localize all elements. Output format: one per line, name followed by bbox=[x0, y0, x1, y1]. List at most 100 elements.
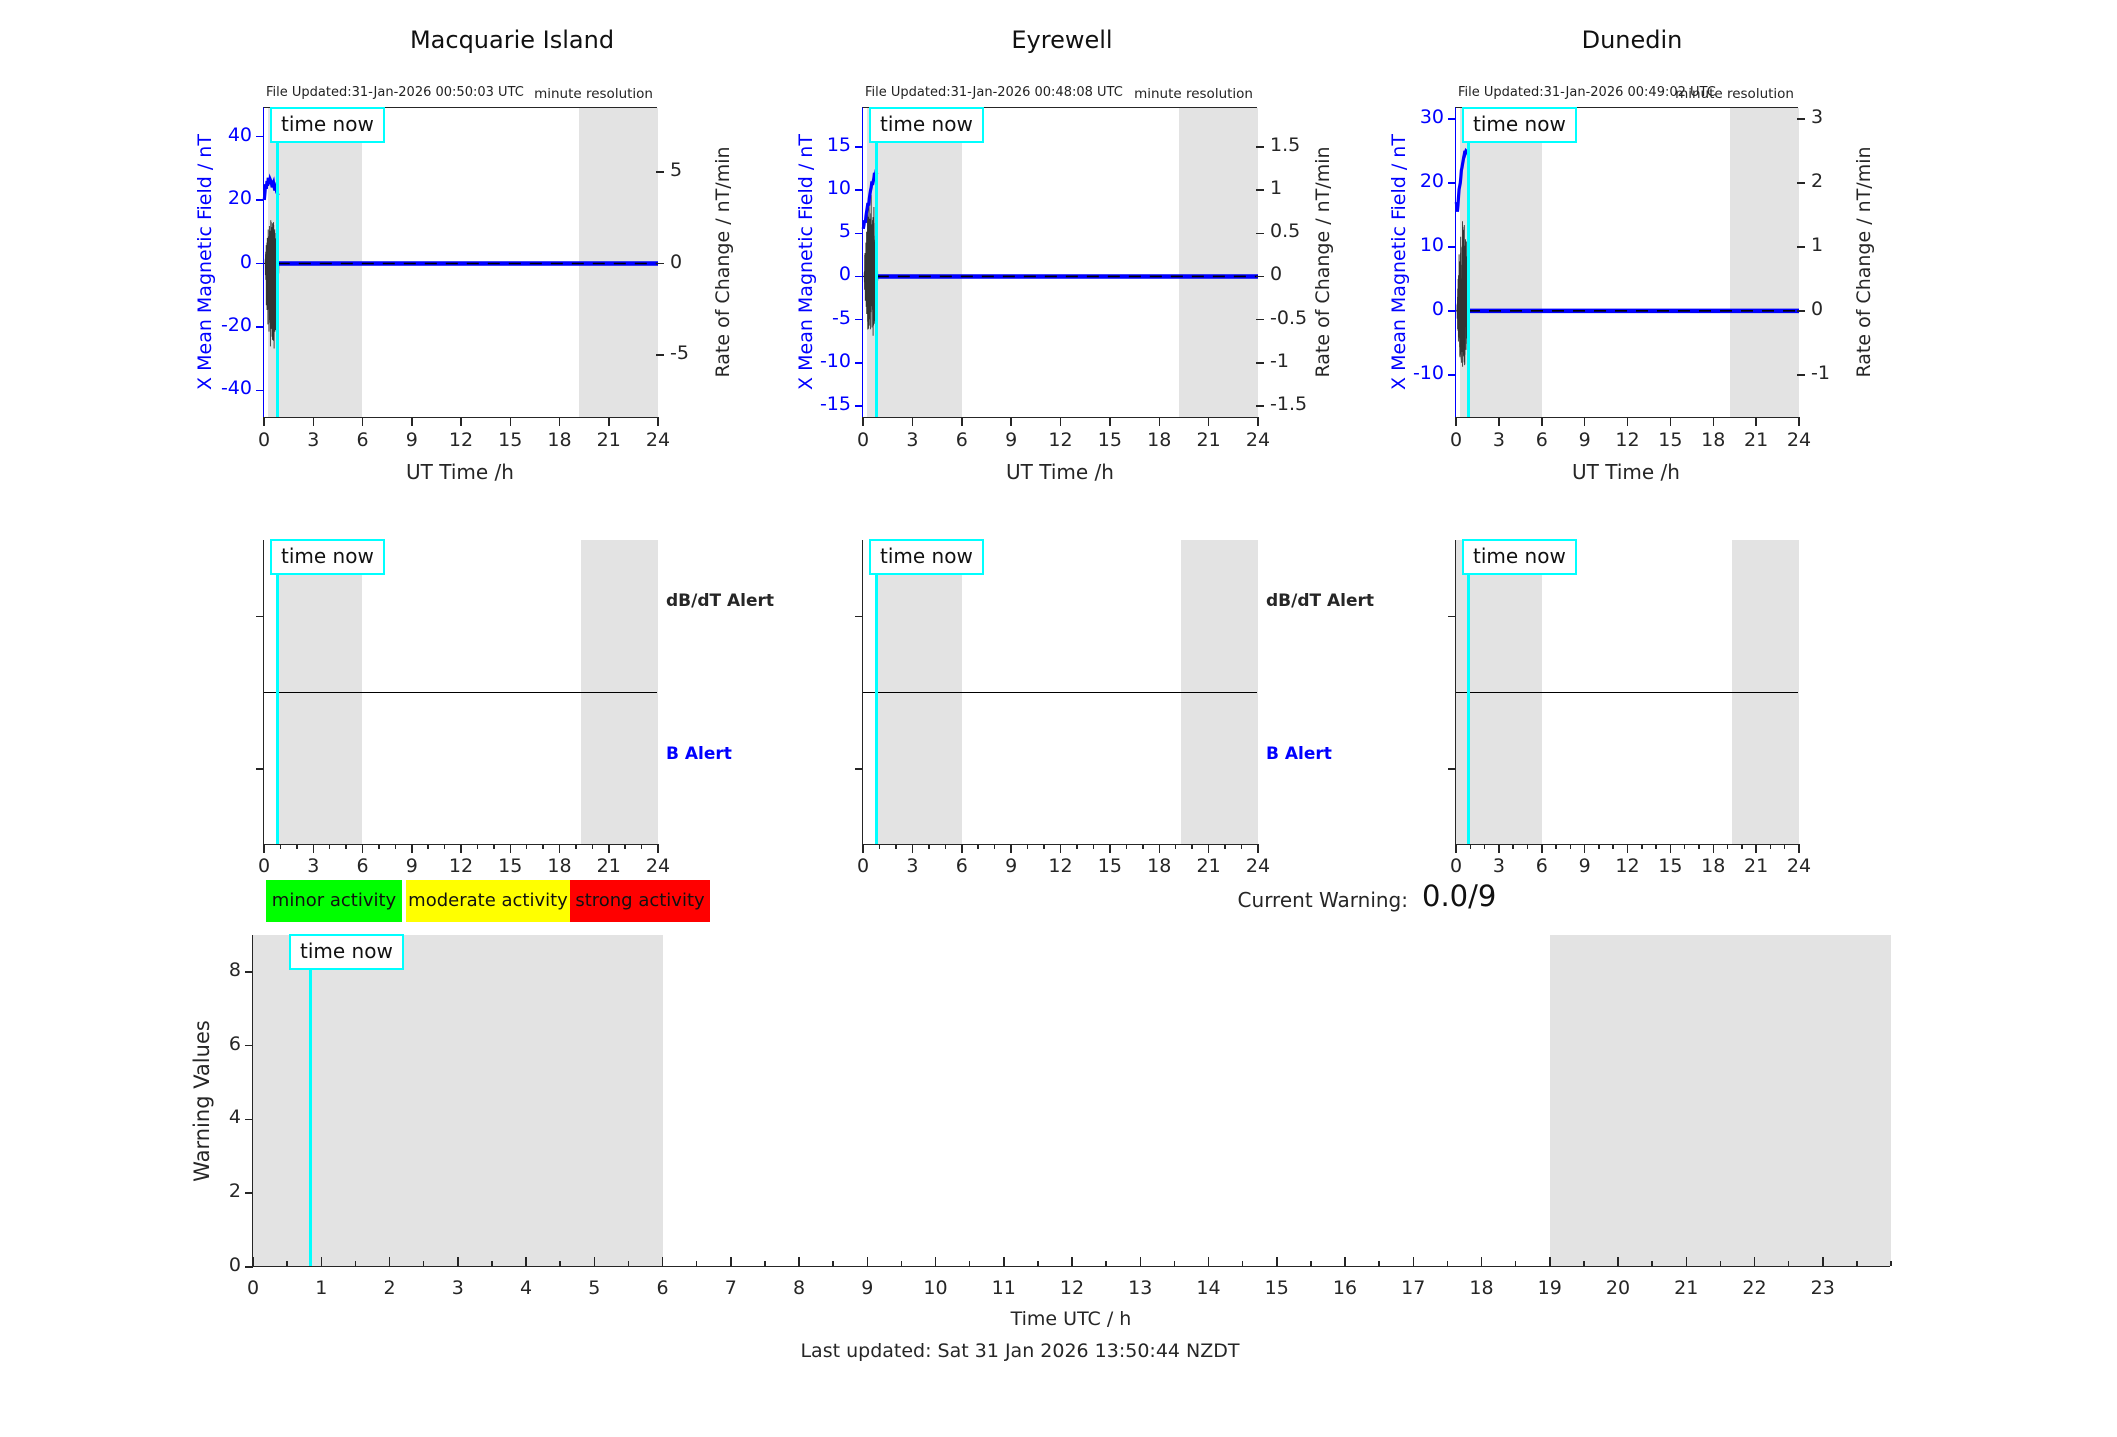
x-tick bbox=[558, 844, 561, 853]
tick-label: 21 bbox=[596, 429, 621, 451]
y-tick bbox=[855, 615, 863, 617]
x-tick bbox=[624, 844, 626, 849]
tick-label: 12 bbox=[1048, 855, 1073, 877]
x-tick bbox=[1257, 844, 1259, 853]
x-tick bbox=[627, 1261, 630, 1266]
x-tick bbox=[1626, 844, 1629, 853]
y-tick bbox=[256, 262, 264, 265]
alert-threshold-line bbox=[264, 691, 657, 694]
x-tick bbox=[657, 844, 659, 853]
time-now-label: time now bbox=[270, 107, 385, 143]
x-tick bbox=[695, 1261, 698, 1266]
tick-label: 6 bbox=[955, 429, 968, 451]
tick-label: 3 bbox=[307, 429, 320, 451]
x-tick bbox=[1669, 844, 1672, 853]
night-band bbox=[1179, 108, 1258, 417]
tick-label: 21 bbox=[1744, 429, 1769, 451]
time-now-line bbox=[308, 935, 312, 1266]
y-tick bbox=[1256, 275, 1264, 278]
x-tick bbox=[1071, 1257, 1073, 1266]
b-alert-label-macquarie: B Alert bbox=[666, 744, 732, 764]
tick-label: -40 bbox=[220, 377, 252, 400]
tick-label: 2 bbox=[1811, 169, 1824, 192]
x-tick bbox=[388, 1257, 391, 1266]
x-tick bbox=[1683, 844, 1686, 849]
x-tick bbox=[411, 417, 413, 426]
tick-label: 9 bbox=[405, 429, 418, 451]
y-tick bbox=[245, 971, 253, 973]
tick-label: 15 bbox=[826, 133, 851, 156]
time-now-line bbox=[1466, 540, 1470, 844]
tick-label: 0 bbox=[239, 250, 252, 273]
x-tick bbox=[1142, 844, 1144, 849]
x-tick bbox=[895, 844, 897, 849]
chart-alert-dunedin: 0 3 6 9 12 15 18 21 24 time now bbox=[1448, 539, 1811, 877]
night-band bbox=[867, 108, 962, 417]
field-data-plot bbox=[861, 168, 1258, 336]
x-tick bbox=[378, 844, 380, 849]
y-tick bbox=[1256, 189, 1264, 191]
x-tick bbox=[1598, 844, 1600, 849]
x-tick bbox=[1498, 844, 1500, 853]
file-updated-dunedin: File Updated:31-Jan-2026 00:49:02 UTC bbox=[1458, 85, 1716, 100]
tick-label: 3 bbox=[307, 855, 320, 877]
y-tick bbox=[855, 362, 863, 364]
x-tick bbox=[1310, 1261, 1312, 1266]
tick-label: 0 bbox=[1270, 263, 1283, 286]
y-tick bbox=[1256, 318, 1264, 321]
x-tick bbox=[1514, 1261, 1517, 1266]
x-axis-label-macquarie: UT Time /h bbox=[406, 460, 514, 484]
chart-warning-values: 0 1 2 3 4 5 6 7 8 9 10 11 12 13 14 15 16 17 18 19 20 21 22 23 8 6… bbox=[229, 934, 1892, 1299]
x-tick bbox=[608, 844, 610, 853]
legend-moderate-activity: moderate activity bbox=[406, 880, 570, 922]
tick-label: 12 bbox=[1615, 855, 1640, 877]
tick-label: 20 bbox=[1419, 169, 1444, 192]
y-tick bbox=[256, 389, 264, 392]
x-tick bbox=[640, 844, 643, 849]
x-tick bbox=[1753, 1257, 1756, 1266]
x-tick bbox=[422, 1261, 425, 1266]
tick-label: 9 bbox=[405, 855, 418, 877]
time-now-line bbox=[276, 540, 280, 844]
y-tick bbox=[256, 135, 264, 138]
x-tick bbox=[1125, 844, 1128, 849]
tick-label: -0.5 bbox=[1270, 306, 1308, 329]
night-band bbox=[1459, 108, 1542, 417]
tick-label: 12 bbox=[448, 429, 474, 451]
tick-label: 15 bbox=[498, 855, 523, 877]
x-tick bbox=[1741, 844, 1743, 849]
x-tick bbox=[1787, 1261, 1790, 1266]
x-tick bbox=[961, 844, 963, 853]
x-tick bbox=[1798, 417, 1800, 426]
x-tick bbox=[1158, 417, 1160, 426]
chart-field-eyrewell: 0 3 6 9 12 15 18 21 24 15 10 5 0 -5 -10 -15 1.5 1 0.5 0 -0.5… bbox=[820, 107, 1307, 451]
tick-label: 17 bbox=[1401, 1277, 1426, 1299]
tick-label: 3 bbox=[1492, 855, 1505, 877]
time-now-label: time now bbox=[869, 107, 984, 143]
tick-label: 24 bbox=[645, 855, 671, 877]
y-axis-label-rate-dunedin: Rate of Change / nT/min bbox=[1853, 146, 1875, 378]
tick-label: 3 bbox=[906, 429, 919, 451]
x-tick bbox=[961, 417, 963, 426]
y-tick bbox=[1448, 615, 1456, 617]
tick-label: 0 bbox=[257, 855, 271, 877]
tick-label: 18 bbox=[547, 429, 572, 451]
x-tick bbox=[525, 1257, 527, 1266]
y-tick bbox=[1797, 374, 1805, 376]
y-tick bbox=[1448, 118, 1456, 120]
chart-field-macquarie: 0 3 6 9 12 15 18 21 24 40 20 0 -20 -40 5 0 -5 time now bbox=[221, 107, 689, 451]
tick-label: 6 bbox=[356, 429, 369, 451]
tick-label: 21 bbox=[1196, 429, 1221, 451]
x-tick bbox=[1712, 417, 1714, 426]
x-tick bbox=[1010, 844, 1012, 853]
y-tick bbox=[855, 189, 863, 191]
x-tick bbox=[591, 844, 594, 849]
tick-label: 3 bbox=[906, 855, 919, 877]
time-now-label: time now bbox=[270, 539, 385, 575]
x-tick bbox=[1755, 844, 1757, 853]
tick-label: -10 bbox=[819, 349, 851, 372]
x-tick bbox=[1617, 1257, 1619, 1266]
time-now-line bbox=[875, 108, 879, 417]
x-tick bbox=[1541, 417, 1543, 426]
resolution-note-eyrewell: minute resolution bbox=[1134, 86, 1253, 102]
